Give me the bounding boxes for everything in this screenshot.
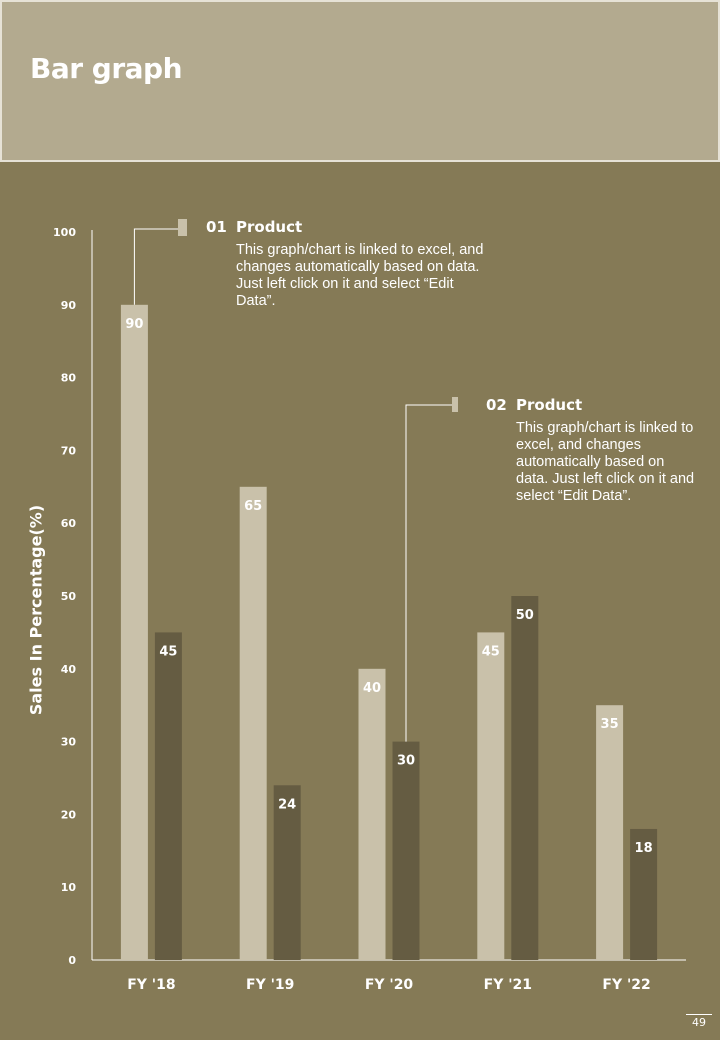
y-tick-label: 60 xyxy=(61,517,77,530)
callout-1-leader-line xyxy=(133,228,182,305)
data-label: 45 xyxy=(482,644,500,659)
callout-1-number: 01 xyxy=(206,218,227,236)
data-label: 40 xyxy=(363,681,381,696)
title-banner: Bar graph xyxy=(0,0,720,162)
data-label: 24 xyxy=(278,797,296,812)
y-tick-label: 30 xyxy=(61,736,77,749)
data-label: 50 xyxy=(516,608,534,623)
bar-series-1 xyxy=(358,668,386,960)
y-tick-label: 100 xyxy=(53,226,76,239)
y-tick-label: 90 xyxy=(61,299,77,312)
page-number: 49 xyxy=(686,1014,712,1029)
callout-2-title: Product xyxy=(516,396,583,414)
bar-series-2 xyxy=(392,741,420,960)
data-label: 65 xyxy=(244,499,262,514)
callout-2-number: 02 xyxy=(486,396,507,414)
x-tick-label: FY '22 xyxy=(602,977,650,993)
callout-2-text: This graph/chart is linked to excel, and… xyxy=(516,420,695,504)
callout-product-2: 02 Product This graph/chart is linked to … xyxy=(486,396,698,505)
x-tick-label: FY '18 xyxy=(127,977,175,993)
data-label: 35 xyxy=(601,717,619,732)
callout-2-leader-line xyxy=(405,404,455,742)
x-tick-label: FY '20 xyxy=(365,977,414,993)
y-tick-label: 40 xyxy=(61,663,77,676)
bar-series-2 xyxy=(630,828,658,960)
data-label: 90 xyxy=(125,317,143,332)
bar-series-1 xyxy=(596,705,624,960)
y-axis-label: Sales In Percentage(%) xyxy=(26,504,46,716)
bar-series-2 xyxy=(511,596,539,960)
callout-product-1: 01 Product This graph/chart is linked to … xyxy=(206,218,486,310)
bar-series-1 xyxy=(120,304,148,960)
y-tick-label: 80 xyxy=(61,372,77,385)
bar-series-1 xyxy=(477,632,505,960)
page-title: Bar graph xyxy=(30,52,183,85)
x-tick-label: FY '21 xyxy=(484,977,532,993)
callout-1-title: Product xyxy=(236,218,303,236)
bar-series-1 xyxy=(239,486,267,960)
callout-2-marker xyxy=(452,397,458,412)
data-label: 30 xyxy=(397,754,415,769)
y-tick-label: 10 xyxy=(61,881,77,894)
data-label: 18 xyxy=(635,841,653,856)
y-tick-label: 20 xyxy=(61,808,77,821)
bar-series-2 xyxy=(154,632,182,960)
bar-series-2 xyxy=(273,785,301,960)
y-tick-label: 50 xyxy=(61,590,77,603)
y-tick-label: 0 xyxy=(68,954,76,967)
callout-1-text: This graph/chart is linked to excel, and… xyxy=(236,242,484,309)
x-tick-label: FY '19 xyxy=(246,977,294,993)
data-label: 45 xyxy=(159,644,177,659)
y-tick-label: 70 xyxy=(61,444,77,457)
callout-1-marker xyxy=(178,219,187,236)
